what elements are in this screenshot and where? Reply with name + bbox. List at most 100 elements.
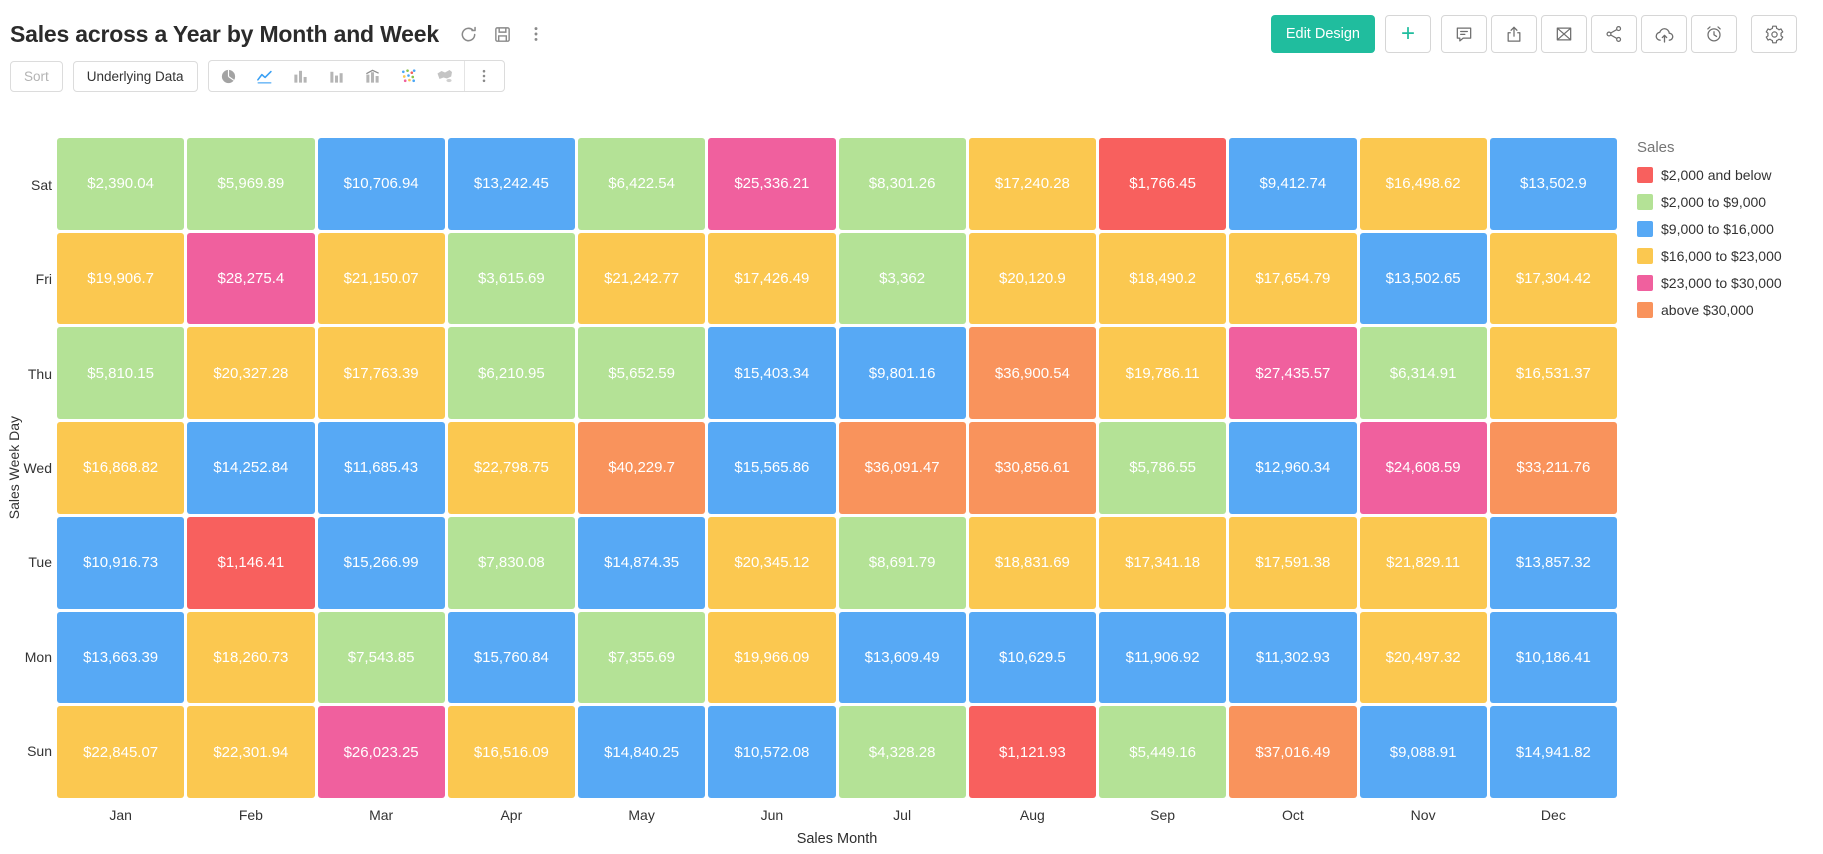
heatmap-cell[interactable]: $19,786.11 [1099, 327, 1227, 420]
heatmap-cell[interactable]: $9,088.91 [1359, 706, 1487, 798]
line-chart-icon[interactable] [247, 61, 283, 91]
heatmap-cell[interactable]: $10,916.73 [57, 516, 185, 609]
heatmap-cell[interactable]: $6,314.91 [1359, 327, 1487, 420]
heatmap-cell[interactable]: $11,906.92 [1099, 611, 1227, 704]
heatmap-cell[interactable]: $10,629.5 [968, 611, 1096, 704]
heatmap-cell[interactable]: $19,966.09 [708, 611, 836, 704]
heatmap-cell[interactable]: $25,336.21 [708, 138, 836, 230]
legend-entry[interactable]: $9,000 to $16,000 [1637, 221, 1782, 237]
export-icon[interactable] [1491, 15, 1537, 53]
heatmap-cell[interactable]: $33,211.76 [1489, 422, 1617, 514]
sort-button[interactable]: Sort [10, 60, 63, 92]
heatmap-cell[interactable]: $40,229.7 [578, 422, 706, 514]
legend-entry[interactable]: $2,000 to $9,000 [1637, 194, 1782, 210]
combo-chart-icon[interactable] [355, 61, 391, 91]
clustered-bar-icon[interactable] [319, 61, 355, 91]
heatmap-cell[interactable]: $20,345.12 [708, 516, 836, 609]
heatmap-cell[interactable]: $9,801.16 [838, 327, 966, 420]
heatmap-cell[interactable]: $15,403.34 [708, 327, 836, 420]
heatmap-cell[interactable]: $10,186.41 [1489, 611, 1617, 704]
edit-design-button[interactable]: Edit Design [1270, 15, 1375, 53]
heatmap-cell[interactable]: $16,516.09 [447, 706, 575, 798]
bar-chart-icon[interactable] [283, 61, 319, 91]
heatmap-cell[interactable]: $36,091.47 [838, 422, 966, 514]
underlying-data-button[interactable]: Underlying Data [72, 60, 198, 92]
map-chart-icon[interactable] [427, 61, 463, 91]
heatmap-cell[interactable]: $21,242.77 [578, 232, 706, 325]
more-chart-types-icon[interactable] [466, 61, 502, 91]
heatmap-cell[interactable]: $13,857.32 [1489, 516, 1617, 609]
heatmap-cell[interactable]: $22,798.75 [447, 422, 575, 514]
heatmap-cell[interactable]: $30,856.61 [968, 422, 1096, 514]
heatmap-cell[interactable]: $10,706.94 [317, 138, 445, 230]
add-button[interactable]: + [1385, 15, 1431, 53]
heatmap-cell[interactable]: $17,240.28 [968, 138, 1096, 230]
heatmap-cell[interactable]: $4,328.28 [838, 706, 966, 798]
heatmap-cell[interactable]: $7,830.08 [447, 516, 575, 609]
heatmap-cell[interactable]: $3,615.69 [447, 232, 575, 325]
heatmap-cell[interactable]: $18,490.2 [1099, 232, 1227, 325]
heatmap-cell[interactable]: $21,829.11 [1359, 516, 1487, 609]
heatmap-cell[interactable]: $18,831.69 [968, 516, 1096, 609]
heatmap-cell[interactable]: $12,960.34 [1229, 422, 1357, 514]
heatmap-cell[interactable]: $1,121.93 [968, 706, 1096, 798]
heatmap-cell[interactable]: $20,497.32 [1359, 611, 1487, 704]
heatmap-cell[interactable]: $17,591.38 [1229, 516, 1357, 609]
heatmap-cell[interactable]: $13,502.65 [1359, 232, 1487, 325]
heatmap-cell[interactable]: $17,654.79 [1229, 232, 1357, 325]
settings-icon[interactable] [1751, 15, 1797, 53]
heatmap-cell[interactable]: $1,146.41 [187, 516, 315, 609]
heatmap-cell[interactable]: $5,969.89 [187, 138, 315, 230]
heatmap-cell[interactable]: $22,301.94 [187, 706, 315, 798]
heatmap-cell[interactable]: $13,242.45 [447, 138, 575, 230]
heatmap-cell[interactable]: $17,304.42 [1489, 232, 1617, 325]
heatmap-cell[interactable]: $6,422.54 [578, 138, 706, 230]
heatmap-cell[interactable]: $11,685.43 [317, 422, 445, 514]
heatmap-cell[interactable]: $8,301.26 [838, 138, 966, 230]
heatmap-cell[interactable]: $14,252.84 [187, 422, 315, 514]
heatmap-cell[interactable]: $3,362 [838, 232, 966, 325]
heatmap-cell[interactable]: $5,652.59 [578, 327, 706, 420]
cloud-upload-icon[interactable] [1641, 15, 1687, 53]
heatmap-cell[interactable]: $28,275.4 [187, 232, 315, 325]
legend-entry[interactable]: above $30,000 [1637, 302, 1782, 318]
heatmap-cell[interactable]: $14,941.82 [1489, 706, 1617, 798]
heatmap-cell[interactable]: $13,663.39 [57, 611, 185, 704]
heatmap-cell[interactable]: $21,150.07 [317, 232, 445, 325]
heatmap-cell[interactable]: $37,016.49 [1229, 706, 1357, 798]
heatmap-cell[interactable]: $15,760.84 [447, 611, 575, 704]
heatmap-cell[interactable]: $7,543.85 [317, 611, 445, 704]
heatmap-cell[interactable]: $14,874.35 [578, 516, 706, 609]
heatmap-cell[interactable]: $16,498.62 [1359, 138, 1487, 230]
heatmap-cell[interactable]: $8,691.79 [838, 516, 966, 609]
heatmap-cell[interactable]: $27,435.57 [1229, 327, 1357, 420]
save-icon[interactable] [493, 25, 512, 44]
heatmap-cell[interactable]: $20,120.9 [968, 232, 1096, 325]
heatmap-cell[interactable]: $13,609.49 [838, 611, 966, 704]
heatmap-cell[interactable]: $17,341.18 [1099, 516, 1227, 609]
heatmap-cell[interactable]: $1,766.45 [1099, 138, 1227, 230]
more-vertical-icon[interactable] [527, 25, 545, 43]
heatmap-cell[interactable]: $20,327.28 [187, 327, 315, 420]
heatmap-cell[interactable]: $2,390.04 [57, 138, 185, 230]
heatmap-cell[interactable]: $15,266.99 [317, 516, 445, 609]
heatmap-cell[interactable]: $18,260.73 [187, 611, 315, 704]
heatmap-cell[interactable]: $10,572.08 [708, 706, 836, 798]
heatmap-cell[interactable]: $26,023.25 [317, 706, 445, 798]
heatmap-cell[interactable]: $16,868.82 [57, 422, 185, 514]
heatmap-cell[interactable]: $5,810.15 [57, 327, 185, 420]
heatmap-cell[interactable]: $17,426.49 [708, 232, 836, 325]
pie-chart-icon[interactable] [211, 61, 247, 91]
heatmap-cell[interactable]: $11,302.93 [1229, 611, 1357, 704]
comment-icon[interactable] [1441, 15, 1487, 53]
legend-entry[interactable]: $16,000 to $23,000 [1637, 248, 1782, 264]
heatmap-cell[interactable]: $24,608.59 [1359, 422, 1487, 514]
heatmap-cell[interactable]: $5,449.16 [1099, 706, 1227, 798]
refresh-icon[interactable] [459, 25, 478, 44]
legend-entry[interactable]: $23,000 to $30,000 [1637, 275, 1782, 291]
heatmap-cell[interactable]: $15,565.86 [708, 422, 836, 514]
heatmap-cell[interactable]: $7,355.69 [578, 611, 706, 704]
heatmap-cell[interactable]: $9,412.74 [1229, 138, 1357, 230]
heatmap-cell[interactable]: $22,845.07 [57, 706, 185, 798]
scatter-plot-icon[interactable] [391, 61, 427, 91]
